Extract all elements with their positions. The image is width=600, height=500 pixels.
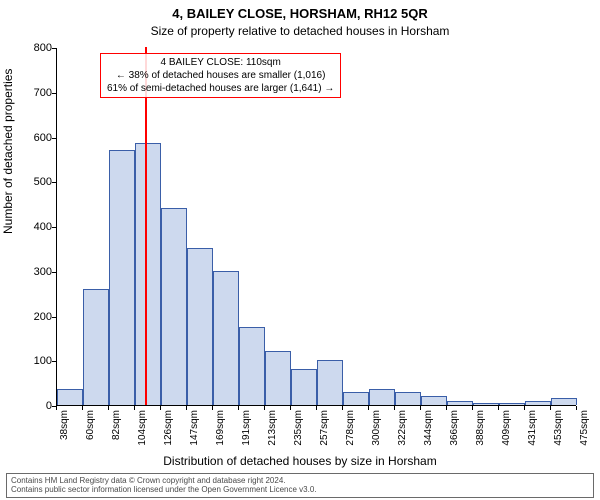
y-tick-label: 100: [34, 355, 52, 367]
x-tick-label: 38sqm: [59, 410, 70, 440]
chart-container: 4, BAILEY CLOSE, HORSHAM, RH12 5QR Size …: [0, 0, 600, 500]
footer-line-1: Contains HM Land Registry data © Crown c…: [11, 476, 589, 486]
x-tick-label: 60sqm: [85, 410, 96, 440]
x-tick-label: 213sqm: [267, 410, 278, 446]
histogram-bar: [239, 327, 265, 405]
annotation-line-1: 4 BAILEY CLOSE: 110sqm: [107, 56, 334, 69]
footer-line-2: Contains public sector information licen…: [11, 485, 589, 495]
y-tick-label: 500: [34, 176, 52, 188]
histogram-bar: [265, 351, 291, 405]
histogram-bar: [83, 289, 109, 405]
y-tick-label: 600: [34, 132, 52, 144]
histogram-bar: [317, 360, 343, 405]
x-tick-label: 126sqm: [163, 410, 174, 446]
histogram-bar: [551, 398, 577, 405]
histogram-bar: [213, 271, 239, 405]
y-axis-label: Number of detached properties: [1, 69, 15, 234]
histogram-bars: [57, 48, 576, 405]
y-tick-label: 400: [34, 221, 52, 233]
property-marker-line: [145, 47, 147, 405]
histogram-bar: [421, 396, 447, 405]
x-tick-label: 257sqm: [319, 410, 330, 446]
histogram-bar: [395, 392, 421, 405]
chart-title-main: 4, BAILEY CLOSE, HORSHAM, RH12 5QR: [0, 6, 600, 21]
x-tick-label: 475sqm: [579, 410, 590, 446]
y-tick-label: 200: [34, 311, 52, 323]
histogram-bar: [369, 389, 395, 405]
y-tick-label: 300: [34, 266, 52, 278]
histogram-bar: [187, 248, 213, 405]
x-tick-label: 431sqm: [527, 410, 538, 446]
histogram-bar: [161, 208, 187, 405]
histogram-bar: [499, 403, 525, 405]
plot-area: [56, 48, 576, 406]
attribution-footer: Contains HM Land Registry data © Crown c…: [6, 473, 594, 498]
x-tick-label: 409sqm: [501, 410, 512, 446]
histogram-bar: [343, 392, 369, 405]
histogram-bar: [473, 403, 499, 405]
x-tick-label: 147sqm: [189, 410, 200, 446]
annotation-line-3: 61% of semi-detached houses are larger (…: [107, 82, 334, 95]
histogram-bar: [525, 401, 551, 405]
x-tick-label: 300sqm: [371, 410, 382, 446]
annotation-line-2: ← 38% of detached houses are smaller (1,…: [107, 69, 334, 82]
y-tick-label: 700: [34, 87, 52, 99]
x-tick-label: 278sqm: [345, 410, 356, 446]
x-tick-label: 104sqm: [137, 410, 148, 446]
x-tick-label: 82sqm: [111, 410, 122, 440]
x-tick-label: 235sqm: [293, 410, 304, 446]
y-tick-label: 800: [34, 42, 52, 54]
histogram-bar: [109, 150, 135, 405]
x-tick-label: 169sqm: [215, 410, 226, 446]
x-tick-label: 453sqm: [553, 410, 564, 446]
x-tick-label: 191sqm: [241, 410, 252, 446]
x-tick-label: 388sqm: [475, 410, 486, 446]
histogram-bar: [57, 389, 83, 405]
histogram-bar: [447, 401, 473, 405]
x-tick-label: 322sqm: [397, 410, 408, 446]
x-tick-label: 366sqm: [449, 410, 460, 446]
histogram-bar: [135, 143, 161, 405]
annotation-callout: 4 BAILEY CLOSE: 110sqm ← 38% of detached…: [100, 53, 341, 98]
x-tick-label: 344sqm: [423, 410, 434, 446]
x-axis-label: Distribution of detached houses by size …: [0, 454, 600, 468]
histogram-bar: [291, 369, 317, 405]
chart-title-sub: Size of property relative to detached ho…: [0, 24, 600, 38]
